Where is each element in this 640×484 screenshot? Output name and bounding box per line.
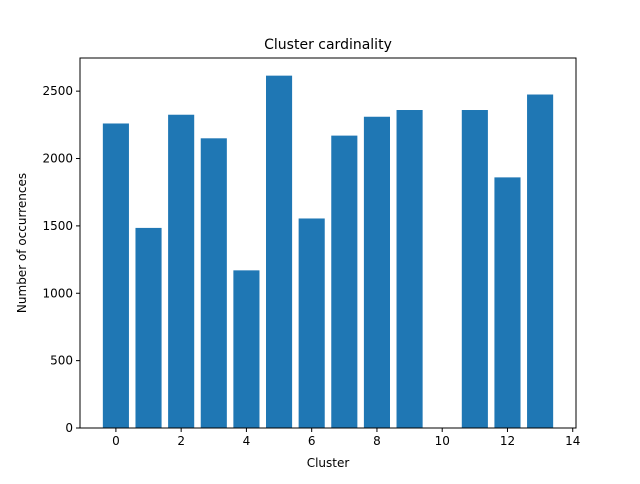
y-tick-label: 0 — [65, 421, 73, 435]
y-axis-label: Number of occurrences — [15, 173, 29, 313]
bar-cluster-12 — [494, 177, 521, 428]
x-axis-label: Cluster — [307, 456, 350, 470]
bar-cluster-2 — [168, 114, 195, 429]
bar-cluster-0 — [102, 123, 129, 428]
bar-cluster-8 — [363, 116, 390, 429]
x-tick-label: 12 — [500, 434, 515, 448]
x-tick-label: 2 — [177, 434, 185, 448]
bar-cluster-13 — [527, 94, 554, 429]
x-tick-label: 14 — [565, 434, 580, 448]
chart-title: Cluster cardinality — [264, 37, 392, 53]
bar-cluster-7 — [331, 135, 358, 428]
x-tick-label: 10 — [435, 434, 450, 448]
bar-cluster-5 — [266, 75, 293, 429]
bar-cluster-1 — [135, 227, 162, 428]
y-tick-label: 2000 — [42, 152, 73, 166]
bars-group — [102, 75, 554, 429]
y-axis-ticks: 0 500 1000 1500 2000 2500 — [42, 84, 80, 435]
x-tick-label: 4 — [243, 434, 251, 448]
bar-cluster-6 — [298, 218, 325, 428]
bar-cluster-11 — [461, 110, 488, 428]
x-axis-ticks: 0 2 4 6 8 10 12 14 — [112, 428, 580, 448]
y-tick-label: 500 — [50, 354, 73, 368]
y-tick-label: 2500 — [42, 84, 73, 98]
y-tick-label: 1500 — [42, 219, 73, 233]
x-tick-label: 8 — [373, 434, 381, 448]
y-tick-label: 1000 — [42, 286, 73, 300]
bar-cluster-4 — [233, 270, 260, 428]
x-tick-label: 0 — [112, 434, 120, 448]
axes-frame — [79, 57, 577, 429]
bar-cluster-9 — [396, 110, 423, 428]
x-tick-label: 6 — [308, 434, 316, 448]
bar-cluster-3 — [200, 138, 227, 428]
